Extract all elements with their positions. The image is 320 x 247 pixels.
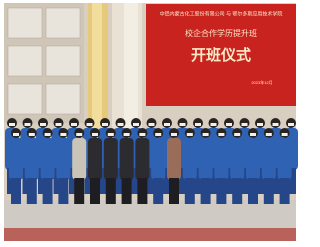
person-body (167, 138, 181, 180)
person-mask (108, 133, 114, 136)
person-legs (74, 178, 84, 204)
person-body (135, 138, 149, 180)
person-mask (71, 123, 77, 126)
person-mask (124, 133, 130, 136)
person-mask (76, 133, 82, 136)
person-body (214, 138, 228, 180)
person-mask (218, 133, 224, 136)
person-mask (211, 123, 217, 126)
person-mask (155, 133, 161, 136)
column-highlight (92, 3, 102, 128)
person-mask (187, 133, 193, 136)
group-of-people (5, 118, 298, 204)
person-mask (266, 133, 272, 136)
person-legs (232, 178, 242, 204)
person-legs (11, 178, 21, 204)
person-mask (180, 123, 186, 126)
person-legs (122, 178, 132, 204)
person-mask (87, 123, 93, 126)
banner-title: 开班仪式 (191, 46, 251, 64)
person-mask (92, 133, 98, 136)
person-mask (25, 123, 31, 126)
person-legs (248, 178, 258, 204)
person-legs (106, 178, 116, 204)
person-body (88, 138, 102, 180)
person-mask (118, 123, 124, 126)
person-mask (282, 133, 288, 136)
banner-date: 2023年12月 (251, 79, 272, 85)
person-body (104, 138, 118, 180)
carpet (4, 228, 296, 241)
person-mask (9, 123, 15, 126)
person-body (41, 138, 55, 180)
person-body (230, 138, 244, 180)
person-mask (13, 133, 19, 136)
person-mask (242, 123, 248, 126)
person-mask (102, 123, 108, 126)
person-body (262, 138, 276, 180)
person-legs (27, 178, 37, 204)
person-body (199, 138, 213, 180)
person-mask (171, 133, 177, 136)
person-legs (90, 178, 100, 204)
person-legs (153, 178, 163, 204)
person-body (25, 138, 39, 180)
person-mask (257, 123, 263, 126)
person-body (183, 138, 197, 180)
person-body (9, 138, 23, 180)
person-legs (264, 178, 274, 204)
person-legs (58, 178, 68, 204)
person-mask (45, 133, 51, 136)
person-mask (250, 133, 256, 136)
person-body (56, 138, 70, 180)
page: 中铝内蒙古化工股份有限公司 与 鄂尔多斯应用技术学院 校企合作学历提升班 开班仪… (0, 0, 299, 247)
person-legs (43, 178, 53, 204)
person-mask (273, 123, 279, 126)
person-mask (288, 123, 294, 126)
person-mask (29, 133, 35, 136)
person-legs (280, 178, 290, 204)
person-mask (226, 123, 232, 126)
banner-organizers: 中铝内蒙古化工股份有限公司 与 鄂尔多斯应用技术学院 (160, 10, 283, 17)
person-body (72, 138, 86, 180)
person-legs (185, 178, 195, 204)
photo: 中铝内蒙古化工股份有限公司 与 鄂尔多斯应用技术学院 校企合作学历提升班 开班仪… (0, 0, 299, 247)
person-body (151, 138, 165, 180)
person-mask (60, 133, 66, 136)
person-body (278, 138, 292, 180)
person-mask (40, 123, 46, 126)
person-mask (164, 123, 170, 126)
person-legs (137, 178, 147, 204)
person-mask (234, 133, 240, 136)
column-highlight (124, 3, 138, 128)
person-mask (149, 123, 155, 126)
person-body (246, 138, 260, 180)
person-legs (169, 178, 179, 204)
banner-subtitle: 校企合作学历提升班 (185, 28, 257, 38)
person-legs (201, 178, 211, 204)
person-mask (203, 133, 209, 136)
person-mask (133, 123, 139, 126)
person-mask (56, 123, 62, 126)
person-legs (216, 178, 226, 204)
person-body (120, 138, 134, 180)
person-mask (195, 123, 201, 126)
person-mask (139, 133, 145, 136)
